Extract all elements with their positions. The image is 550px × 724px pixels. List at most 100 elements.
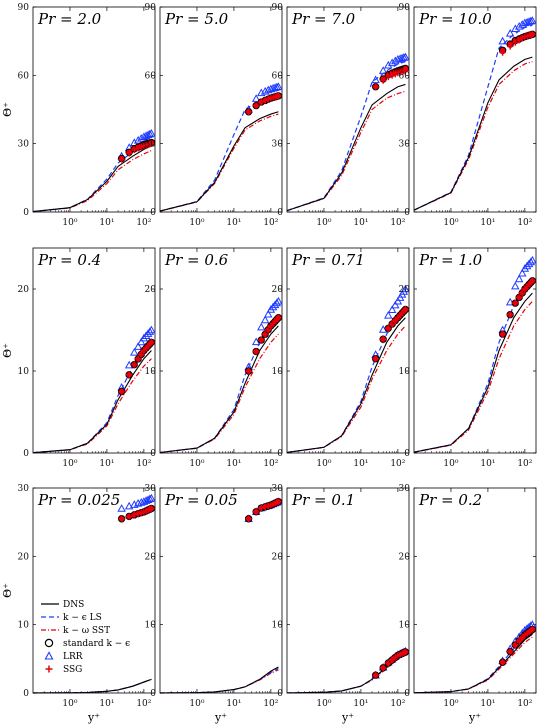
series-line-dns: [413, 633, 533, 694]
marker-ssg: [512, 641, 519, 649]
marker-ssg: [131, 146, 138, 154]
marker-ssg: [148, 140, 155, 147]
marker-lrr: [133, 498, 143, 507]
panel-frame: [159, 487, 283, 694]
y-tick-label: 30: [399, 484, 411, 494]
marker-lrr: [147, 325, 156, 334]
y-tick-label: 10: [18, 621, 30, 631]
marker-ssg: [245, 108, 252, 115]
y-tick-label: 30: [18, 140, 30, 150]
y-tick-label: 90: [18, 3, 30, 13]
marker-lrr: [505, 29, 515, 37]
marker-lrr: [524, 17, 534, 25]
marker-ssg: [388, 320, 396, 328]
x-tick-label: 10⁰: [316, 218, 331, 228]
chart-panel-5: 0 10 20 10⁰ 10¹ 10² Pr = 0.6: [145, 247, 283, 469]
x-tick-label: 10¹: [226, 459, 241, 469]
x-tick-label: 10¹: [226, 699, 241, 709]
marker-lrr: [143, 329, 153, 337]
marker-ssg: [506, 311, 514, 318]
marker-ssg: [402, 67, 409, 74]
panel-frame: [413, 487, 537, 694]
chart-panel-0: 0 30 60 90 10⁰ 10¹ 10² Pr = 2.0 Θ⁺: [1, 3, 156, 228]
marker-ssg: [134, 355, 142, 363]
legend-label: k − ω SST: [63, 626, 110, 636]
panel-title: Pr = 5.0: [164, 10, 229, 28]
marker-lrr: [117, 504, 126, 512]
y-tick-label: 30: [145, 484, 157, 494]
y-axis-label: Θ⁺: [1, 102, 14, 117]
y-tick-label: 0: [150, 208, 156, 218]
marker-lrr: [260, 86, 270, 95]
x-tick-label: 10⁰: [62, 459, 77, 469]
y-tick-label: 0: [23, 449, 29, 459]
y-tick-label: 30: [272, 484, 284, 494]
marker-lrr: [130, 347, 139, 356]
legend-marker: [45, 665, 53, 673]
series-line-dns: [32, 678, 152, 694]
x-tick-label: 10²: [390, 218, 405, 228]
marker-lrr: [393, 296, 403, 305]
y-tick-label: 0: [404, 449, 410, 459]
x-tick-label: 10¹: [480, 218, 495, 228]
marker-lrr: [268, 302, 278, 311]
series-line-dns: [413, 292, 533, 453]
marker-ssg: [258, 336, 265, 344]
marker-lrr: [511, 24, 520, 33]
marker-ssg: [265, 326, 272, 333]
y-tick-label: 20: [399, 552, 411, 562]
y-tick-label: 10: [145, 621, 157, 631]
marker-ssg: [515, 294, 523, 301]
y-tick-label: 20: [272, 552, 284, 562]
panel-frame: [286, 6, 410, 213]
x-tick-label: 10²: [263, 699, 278, 709]
y-tick-label: 20: [18, 552, 30, 562]
marker-ssg: [529, 277, 536, 284]
panel-frame: [32, 6, 156, 213]
marker-lrr: [274, 296, 283, 305]
marker-lrr: [526, 257, 536, 266]
marker-ssg: [372, 355, 379, 362]
x-tick-label: 10⁰: [189, 459, 204, 469]
series-line-dns: [32, 350, 152, 454]
marker-ssg: [372, 83, 379, 90]
marker-ssg: [125, 513, 133, 520]
marker-ssg: [261, 331, 269, 338]
y-tick-label: 0: [150, 449, 156, 459]
x-tick-label: 10²: [263, 218, 278, 228]
marker-lrr: [274, 82, 283, 90]
marker-lrr: [511, 281, 520, 290]
marker-ssg: [385, 325, 392, 332]
marker-ssg: [402, 648, 409, 656]
marker-lrr: [518, 268, 527, 277]
marker-ssg: [275, 314, 282, 321]
panel-title: Pr = 0.1: [291, 491, 355, 509]
marker-lrr: [143, 495, 153, 503]
x-tick-label: 10⁰: [62, 699, 77, 709]
marker-ssg: [379, 664, 387, 672]
y-tick-label: 0: [23, 689, 29, 699]
marker-ssg: [499, 330, 506, 338]
series-line-dns: [413, 56, 533, 211]
panel-frame: [159, 247, 283, 454]
y-tick-label: 10: [272, 367, 284, 377]
marker-lrr: [141, 331, 151, 339]
panel-title: Pr = 0.025: [37, 491, 120, 509]
x-tick-label: 10²: [263, 459, 278, 469]
marker-ssg: [148, 505, 155, 512]
marker-lrr: [401, 284, 410, 293]
chart-panel-4: 0 10 20 10⁰ 10¹ 10² Pr = 0.4 Θ⁺: [1, 247, 156, 469]
x-tick-label: 10²: [517, 459, 532, 469]
legend-marker: [44, 651, 54, 660]
legend-label: LRR: [63, 652, 83, 662]
marker-ssg: [252, 508, 260, 515]
panel-title: Pr = 0.4: [37, 251, 101, 269]
marker-lrr: [137, 337, 146, 346]
marker-ssg: [506, 43, 514, 50]
x-tick-label: 10²: [136, 459, 151, 469]
marker-ssg: [529, 31, 536, 38]
marker-ssg: [125, 371, 133, 379]
y-tick-label: 90: [145, 3, 157, 13]
marker-ssg: [131, 361, 138, 368]
